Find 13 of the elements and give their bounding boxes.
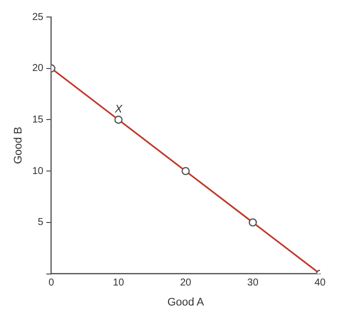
x-tick-label: 10 [112,278,124,289]
x-tick-label: 0 [48,278,55,289]
x-tick-label: 30 [247,278,259,289]
y-tick-label: 20 [32,63,44,74]
y-axis-title: Good B [12,126,25,164]
y-tick-label: 5 [38,217,44,228]
x-tick-label: 40 [314,278,326,289]
y-tick-label: 25 [32,12,44,23]
x-axis-title: Good A [167,296,205,308]
y-tick-label: 15 [32,114,44,126]
annotation: X [114,103,123,116]
y-tick-label: 10 [32,166,44,177]
x-tick-label: 20 [180,278,192,289]
